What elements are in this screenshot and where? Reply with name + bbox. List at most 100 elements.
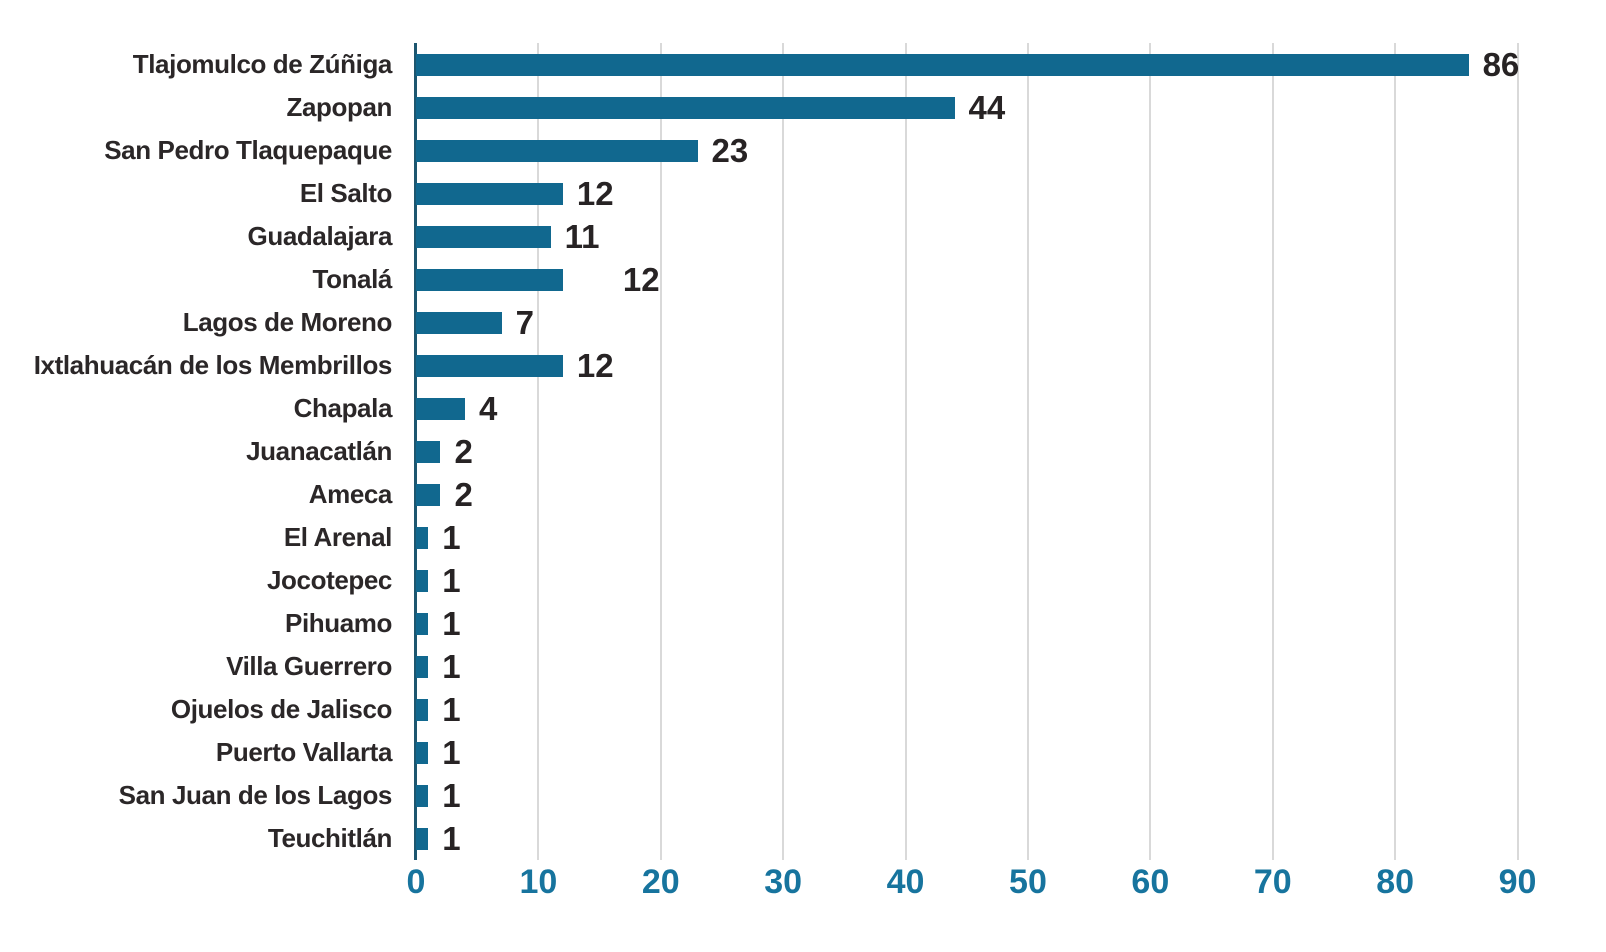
value-label: 1	[442, 777, 461, 814]
category-label: Teuchitlán	[267, 823, 392, 853]
gridline	[659, 43, 662, 860]
category-label: Lagos de Moreno	[182, 307, 393, 337]
bar	[416, 698, 429, 721]
plot-area: 86 44 23 12 11 12 7 12 4 2 2 1 1 1 1 1 1 1 1	[414, 43, 1542, 860]
gridline	[1026, 43, 1029, 860]
x-tick-label: 0	[406, 863, 426, 901]
bar	[416, 526, 429, 549]
gridline	[904, 43, 907, 860]
bar-row: 1	[416, 516, 1542, 559]
value-label: 7	[515, 304, 535, 341]
bar-rows: 86 44 23 12 11 12 7 12 4 2 2 1 1 1 1 1 1 1 1	[416, 43, 1542, 860]
bar-row: 1	[416, 731, 1542, 774]
x-tick-label: 60	[1131, 863, 1170, 901]
bar-row: 7	[416, 301, 1542, 344]
value-label: 12	[576, 347, 614, 384]
bar	[416, 311, 502, 334]
bar-row: 23	[416, 129, 1542, 172]
gridline	[1516, 43, 1519, 860]
bar-row: 11	[416, 215, 1542, 258]
bar	[416, 741, 429, 764]
category-label: San Pedro Tlaquepaque	[104, 135, 392, 165]
bar-row: 2	[416, 473, 1542, 516]
bar	[416, 827, 429, 850]
bar-row: 1	[416, 688, 1542, 731]
value-label: 1	[442, 820, 461, 857]
bar-row: 86	[416, 43, 1542, 86]
category-label: Pihuamo	[285, 608, 392, 638]
bar	[416, 182, 563, 205]
bar	[416, 655, 429, 678]
y-axis-line	[414, 43, 417, 860]
bar-row: 2	[416, 430, 1542, 473]
category-label: Ixtlahuacán de los Membrillos	[33, 350, 393, 380]
bar	[416, 139, 698, 162]
gridline	[1394, 43, 1397, 860]
category-label: Tonalá	[312, 264, 393, 294]
x-tick-label: 20	[641, 863, 680, 901]
category-label: San Juan de los Lagos	[118, 780, 393, 810]
bar	[416, 397, 465, 420]
bar	[416, 225, 551, 248]
bar-row: 4	[416, 387, 1542, 430]
x-tick-label: 90	[1498, 863, 1537, 901]
bar	[416, 354, 563, 377]
bar-row: 12	[416, 172, 1542, 215]
value-label: 1	[442, 519, 461, 556]
bar	[416, 268, 563, 291]
value-label: 11	[564, 218, 600, 255]
value-label: 2	[454, 476, 473, 513]
x-tick-label: 70	[1253, 863, 1292, 901]
x-tick-label: 10	[519, 863, 558, 901]
value-label: 1	[442, 648, 461, 685]
category-label: Tlajomulco de Zúñiga	[132, 49, 393, 79]
category-label: Ameca	[308, 479, 393, 509]
category-label: Puerto Vallarta	[215, 737, 392, 767]
bar-row: 1	[416, 817, 1542, 860]
bar	[416, 440, 441, 463]
gridline	[782, 43, 785, 860]
bar	[416, 53, 1469, 76]
value-label: 86	[1482, 46, 1520, 83]
x-axis-ticks: 0 10 20 30 40 50 60 70 80 90	[407, 863, 1542, 912]
x-tick-label: 80	[1376, 863, 1415, 901]
category-label: Juanacatlán	[246, 436, 392, 466]
gridline	[1271, 43, 1274, 860]
bar	[416, 569, 429, 592]
value-label: 1	[442, 734, 461, 771]
bar-row: 44	[416, 86, 1542, 129]
x-tick-label: 30	[764, 863, 803, 901]
bar	[416, 612, 429, 635]
value-label: 2	[454, 433, 473, 470]
x-tick-label: 40	[886, 863, 925, 901]
category-label: Guadalajara	[247, 221, 393, 251]
value-label: 23	[711, 132, 749, 169]
value-label: 12	[622, 261, 660, 298]
bar-row: 1	[416, 774, 1542, 817]
bar-row: 12	[416, 344, 1542, 387]
category-label: Zapopan	[286, 92, 392, 122]
category-label: Jocotepec	[266, 565, 392, 595]
category-label: El Salto	[299, 178, 393, 208]
category-label: Villa Guerrero	[226, 651, 392, 681]
category-label: Ojuelos de Jalisco	[170, 694, 393, 724]
bar-row: 1	[416, 602, 1542, 645]
bar-row: 1	[416, 645, 1542, 688]
bar	[416, 483, 441, 506]
gridline	[537, 43, 540, 860]
value-label: 44	[968, 89, 1006, 126]
x-tick-label: 50	[1009, 863, 1047, 901]
category-label: Chapala	[293, 393, 393, 423]
value-label: 12	[576, 175, 614, 212]
bar-row: 12	[416, 258, 1542, 301]
bar-row: 1	[416, 559, 1542, 602]
bar	[416, 96, 955, 119]
bar	[416, 784, 429, 807]
value-label: 1	[442, 562, 461, 599]
category-labels: Tlajomulco de Zúñiga Zapopan San Pedro Tla…	[0, 43, 393, 860]
value-label: 4	[478, 390, 498, 427]
category-label: El Arenal	[283, 522, 393, 552]
value-label: 1	[442, 691, 461, 728]
gridline	[1149, 43, 1152, 860]
